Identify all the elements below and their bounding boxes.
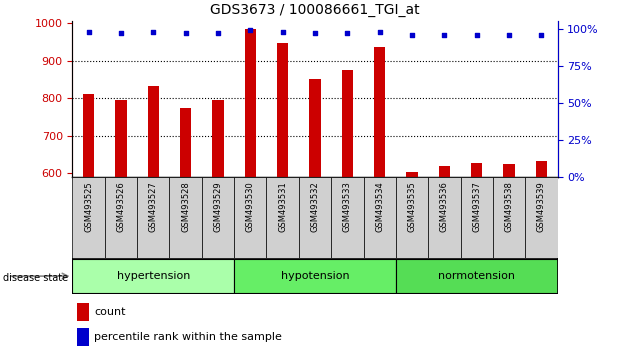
Bar xyxy=(374,47,386,177)
Bar xyxy=(72,177,105,258)
Point xyxy=(375,29,385,34)
Text: GSM493529: GSM493529 xyxy=(214,181,222,232)
Bar xyxy=(212,100,224,177)
Point xyxy=(278,29,288,34)
Bar xyxy=(396,259,558,293)
Bar xyxy=(202,177,234,258)
Point xyxy=(245,27,255,33)
Text: GSM493525: GSM493525 xyxy=(84,181,93,232)
Bar xyxy=(503,164,515,177)
Bar xyxy=(428,177,461,258)
Text: GSM493534: GSM493534 xyxy=(375,181,384,232)
Point xyxy=(504,32,514,38)
Text: normotension: normotension xyxy=(438,271,515,281)
Text: hypotension: hypotension xyxy=(281,271,349,281)
Point xyxy=(116,30,126,36)
Bar xyxy=(115,100,127,177)
Bar xyxy=(147,86,159,177)
Text: disease state: disease state xyxy=(3,273,68,283)
Text: GSM493530: GSM493530 xyxy=(246,181,255,232)
Bar xyxy=(525,177,558,258)
Bar xyxy=(309,79,321,177)
Bar xyxy=(266,177,299,258)
Text: percentile rank within the sample: percentile rank within the sample xyxy=(94,332,282,342)
Text: GSM493527: GSM493527 xyxy=(149,181,158,232)
Bar xyxy=(471,163,483,177)
Point xyxy=(407,32,417,38)
Text: count: count xyxy=(94,307,126,317)
Bar xyxy=(169,177,202,258)
Point xyxy=(148,29,158,34)
Title: GDS3673 / 100086661_TGI_at: GDS3673 / 100086661_TGI_at xyxy=(210,4,420,17)
Bar xyxy=(396,177,428,258)
Bar xyxy=(364,177,396,258)
Point xyxy=(472,32,482,38)
Text: GSM493526: GSM493526 xyxy=(117,181,125,232)
Point xyxy=(536,32,546,38)
Text: GSM493532: GSM493532 xyxy=(311,181,319,232)
Bar xyxy=(536,161,547,177)
Bar xyxy=(406,172,418,177)
Bar xyxy=(493,177,525,258)
Text: GSM493537: GSM493537 xyxy=(472,181,481,232)
Bar xyxy=(77,328,89,346)
Bar xyxy=(77,303,89,321)
Point xyxy=(439,32,449,38)
Bar xyxy=(331,177,364,258)
Text: GSM493536: GSM493536 xyxy=(440,181,449,232)
Point xyxy=(213,30,223,36)
Text: GSM493533: GSM493533 xyxy=(343,181,352,232)
Point xyxy=(84,29,94,34)
Bar xyxy=(299,177,331,258)
Text: GSM493528: GSM493528 xyxy=(181,181,190,232)
Bar xyxy=(438,166,450,177)
Bar xyxy=(137,177,169,258)
Text: GSM493535: GSM493535 xyxy=(408,181,416,232)
Bar xyxy=(180,108,192,177)
Text: hypertension: hypertension xyxy=(117,271,190,281)
Bar xyxy=(72,259,234,293)
Bar xyxy=(105,177,137,258)
Bar xyxy=(234,177,266,258)
Point xyxy=(342,30,352,36)
Point xyxy=(310,30,320,36)
Bar xyxy=(461,177,493,258)
Bar xyxy=(277,43,289,177)
Text: GSM493539: GSM493539 xyxy=(537,181,546,232)
Bar xyxy=(234,259,396,293)
Bar xyxy=(83,95,94,177)
Bar xyxy=(341,70,353,177)
Bar xyxy=(244,29,256,177)
Point xyxy=(181,30,191,36)
Text: GSM493538: GSM493538 xyxy=(505,181,513,232)
Text: GSM493531: GSM493531 xyxy=(278,181,287,232)
